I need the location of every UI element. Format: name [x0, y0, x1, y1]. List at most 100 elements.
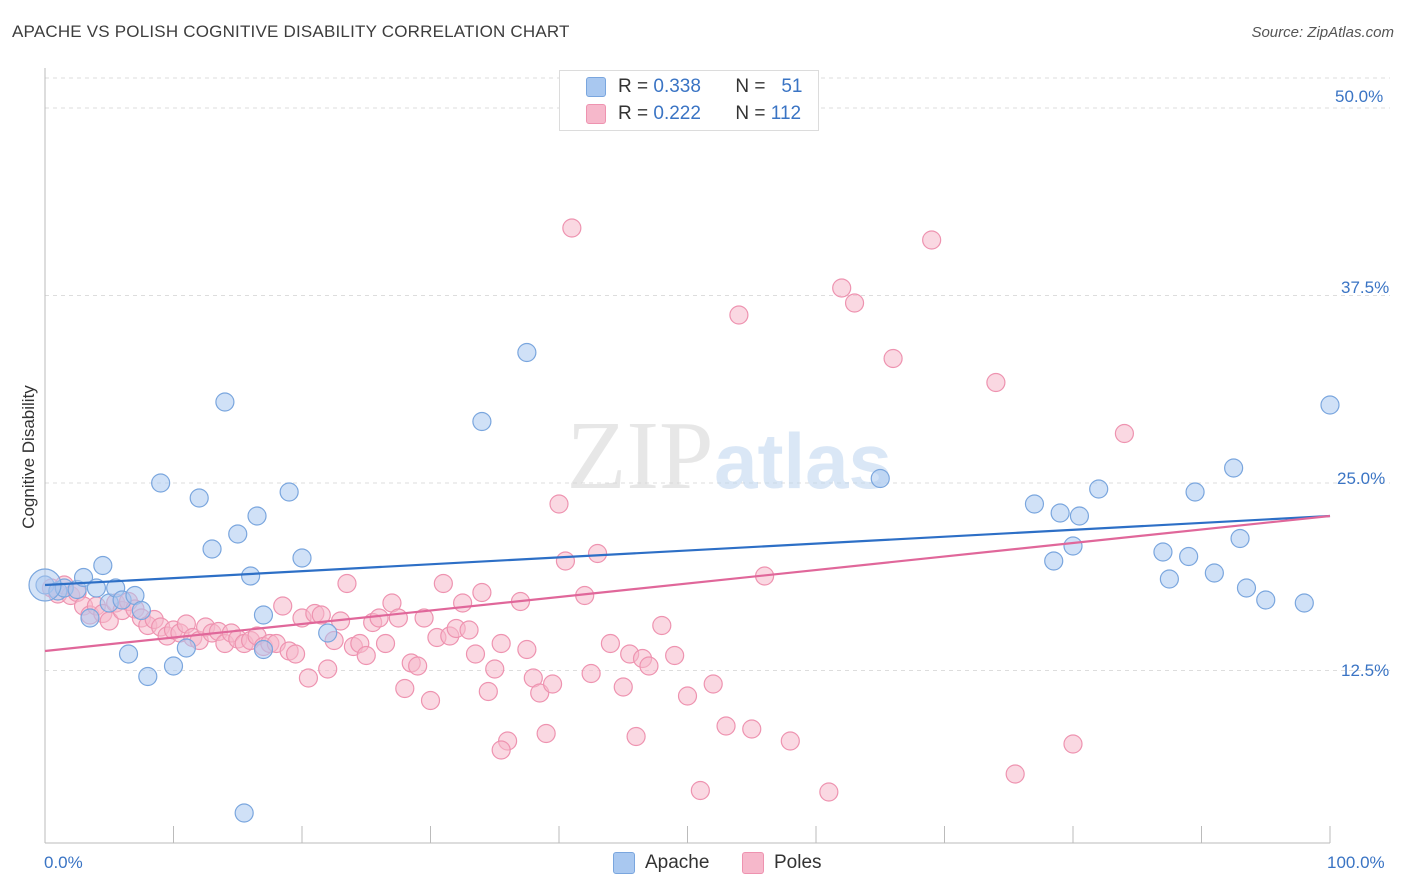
- poles-point: [356, 645, 376, 666]
- apache-point: [1204, 563, 1224, 583]
- apache-point: [151, 473, 171, 493]
- watermark-zip: ZIP: [567, 402, 714, 510]
- apache-point: [1256, 590, 1276, 610]
- poles-point: [408, 656, 428, 676]
- poles-point: [491, 633, 511, 654]
- apache-point: [1044, 551, 1064, 571]
- poles-point: [844, 293, 865, 313]
- apache-point: [241, 566, 261, 586]
- poles-point: [318, 659, 338, 679]
- apache-point: [1153, 542, 1173, 562]
- poles-point: [491, 740, 511, 760]
- apache-point: [202, 539, 222, 559]
- apache-point: [517, 342, 537, 363]
- poles-point: [652, 615, 672, 636]
- legend-n-value-apache: 51: [781, 76, 803, 97]
- poles-point: [1063, 734, 1083, 754]
- apache-point: [1050, 503, 1070, 523]
- y-tick-label-12-5: 12.5%: [1341, 661, 1390, 680]
- apache-point: [138, 666, 158, 687]
- poles-point: [478, 681, 498, 702]
- chart-title: APACHE VS POLISH COGNITIVE DISABILITY CO…: [12, 22, 570, 41]
- poles-point: [369, 608, 389, 628]
- bottom-legend-label-poles: Poles: [774, 852, 822, 873]
- poles-point: [986, 372, 1006, 393]
- poles-point: [587, 543, 608, 564]
- apache-point: [870, 468, 890, 489]
- poles-point: [549, 494, 569, 514]
- watermark: ZIP atlas: [567, 402, 892, 510]
- legend-swatch-apache: [586, 77, 606, 97]
- apache-point: [1159, 569, 1179, 589]
- poles-point: [780, 731, 800, 751]
- apache-point: [163, 656, 184, 676]
- poles-point: [555, 551, 576, 571]
- apache-point: [1294, 593, 1314, 613]
- apache-point: [131, 600, 151, 621]
- poles-point: [665, 645, 685, 666]
- poles-point: [742, 719, 762, 739]
- poles-point: [414, 608, 434, 628]
- poles-point: [677, 686, 698, 706]
- poles-point: [285, 644, 306, 664]
- apache-point: [228, 524, 248, 544]
- x-tick-label-max: 100.0%: [1327, 853, 1385, 872]
- apache-trend-line: [44, 514, 1331, 587]
- legend-n-value-poles: 112: [770, 103, 802, 124]
- legend: R = 0.338 N = 51 R = 0.222 N = 112: [559, 70, 819, 131]
- apache-point: [1230, 528, 1250, 549]
- trend-lines: [44, 514, 1331, 653]
- apache-point: [1024, 494, 1045, 514]
- apache-point: [1185, 482, 1205, 502]
- poles-point: [1005, 764, 1025, 784]
- legend-r-label: R =: [618, 76, 649, 97]
- poles-point: [690, 780, 710, 801]
- poles-point: [600, 633, 621, 654]
- poles-point: [562, 218, 582, 238]
- poles-point: [883, 348, 903, 369]
- poles-point: [922, 230, 942, 250]
- apache-point: [1069, 506, 1090, 526]
- bottom-legend-swatch-poles: [742, 852, 764, 874]
- apache-point: [176, 638, 196, 658]
- legend-row-poles: R = 0.222 N = 112: [586, 103, 801, 125]
- y-tick-label-50: 50.0%: [1335, 87, 1384, 106]
- apache-point: [118, 644, 139, 664]
- poles-point: [273, 596, 293, 616]
- poles-point: [517, 639, 537, 660]
- y-tick-label-25: 25.0%: [1337, 469, 1386, 488]
- poles-point: [433, 573, 453, 594]
- poles-point: [1114, 423, 1135, 444]
- poles-point: [298, 668, 319, 688]
- bottom-legend-label-apache: Apache: [645, 852, 710, 873]
- apache-point: [80, 608, 100, 628]
- poles-point: [542, 674, 563, 694]
- poles-point: [375, 633, 396, 654]
- poles-point: [819, 782, 839, 802]
- poles-point: [729, 305, 749, 325]
- watermark-atlas: atlas: [714, 417, 892, 505]
- poles-point: [639, 656, 659, 676]
- legend-r-value-apache: 0.338: [653, 76, 701, 97]
- poles-point: [716, 716, 736, 736]
- axes: [44, 68, 1331, 844]
- poles-point: [337, 573, 357, 594]
- apache-point: [1320, 395, 1340, 415]
- poles-point: [703, 674, 723, 694]
- poles-point: [613, 677, 633, 697]
- poles-point: [581, 663, 601, 684]
- y-tick-label-37-5: 37.5%: [1341, 278, 1390, 297]
- apache-point: [215, 392, 235, 412]
- apache-point: [189, 488, 209, 508]
- apache-point: [1224, 458, 1244, 478]
- poles-point: [536, 723, 556, 744]
- apache-point: [247, 506, 267, 526]
- apache-point: [1063, 536, 1083, 556]
- poles-point: [626, 726, 646, 747]
- series-poles-points: [41, 218, 1135, 802]
- bottom-legend-poles: Poles: [742, 852, 822, 874]
- poles-point: [453, 593, 473, 613]
- poles-point: [311, 605, 331, 625]
- apache-point: [253, 605, 274, 625]
